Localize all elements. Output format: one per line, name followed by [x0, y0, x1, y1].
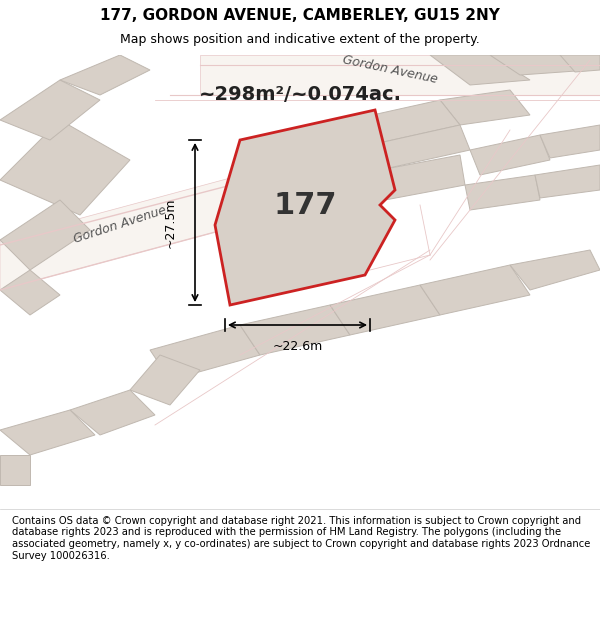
Polygon shape — [0, 170, 260, 290]
Polygon shape — [560, 55, 600, 72]
Polygon shape — [240, 305, 350, 355]
Polygon shape — [0, 410, 95, 455]
Polygon shape — [0, 120, 130, 215]
Text: 177, GORDON AVENUE, CAMBERLEY, GU15 2NY: 177, GORDON AVENUE, CAMBERLEY, GU15 2NY — [100, 8, 500, 23]
Text: Gordon Avenue: Gordon Avenue — [341, 54, 439, 86]
Polygon shape — [0, 80, 100, 140]
Polygon shape — [350, 100, 460, 145]
Text: ~22.6m: ~22.6m — [272, 340, 323, 353]
Text: Gordon Avenue: Gordon Avenue — [72, 204, 168, 246]
Polygon shape — [215, 110, 395, 305]
Polygon shape — [0, 455, 30, 485]
Polygon shape — [440, 90, 530, 125]
Polygon shape — [370, 125, 470, 170]
Polygon shape — [130, 355, 200, 405]
Polygon shape — [380, 155, 465, 200]
Polygon shape — [430, 55, 530, 85]
Polygon shape — [70, 390, 155, 435]
Text: Map shows position and indicative extent of the property.: Map shows position and indicative extent… — [120, 33, 480, 46]
Polygon shape — [200, 55, 600, 95]
Polygon shape — [0, 200, 90, 270]
Polygon shape — [470, 135, 550, 175]
Polygon shape — [330, 285, 440, 335]
Polygon shape — [420, 265, 530, 315]
Text: ~298m²/~0.074ac.: ~298m²/~0.074ac. — [199, 86, 401, 104]
Polygon shape — [60, 55, 150, 95]
Polygon shape — [510, 250, 600, 290]
Polygon shape — [150, 325, 260, 380]
Text: ~27.5m: ~27.5m — [164, 198, 177, 248]
Polygon shape — [0, 270, 60, 315]
Text: 177: 177 — [273, 191, 337, 219]
Polygon shape — [540, 125, 600, 158]
Polygon shape — [465, 175, 540, 210]
Text: Contains OS data © Crown copyright and database right 2021. This information is : Contains OS data © Crown copyright and d… — [12, 516, 590, 561]
Polygon shape — [490, 55, 590, 75]
Polygon shape — [535, 165, 600, 198]
